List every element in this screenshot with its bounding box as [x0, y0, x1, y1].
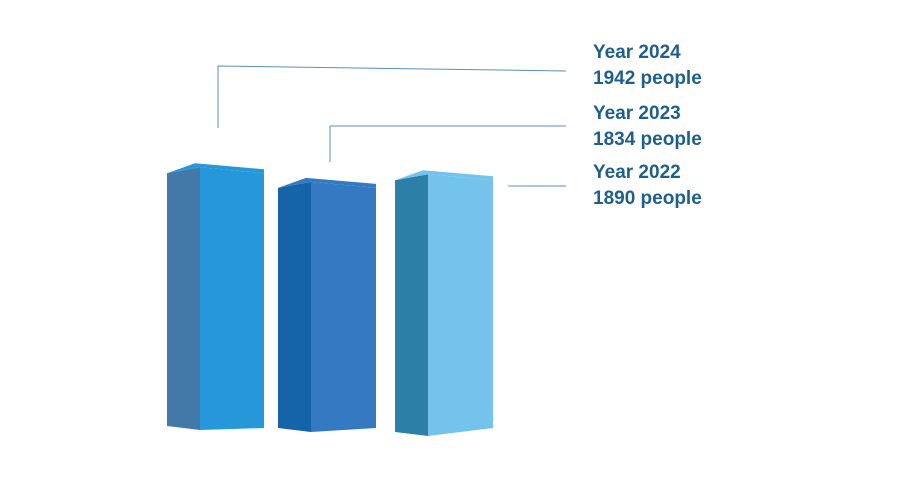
bar-year-2024	[167, 163, 264, 430]
value-label: 1942 people	[593, 68, 702, 89]
bar-year-2023	[278, 177, 376, 432]
bar-front-face	[200, 167, 264, 430]
value-label: 1834 people	[593, 129, 702, 150]
year-label: Year 2024	[593, 42, 681, 63]
year-label: Year 2022	[593, 162, 681, 183]
leader-line	[329, 125, 566, 162]
bar-top-face	[167, 163, 264, 174]
bar-side-face	[167, 167, 200, 430]
value-label: 1890 people	[593, 188, 702, 209]
bar-top-face	[278, 177, 376, 188]
bar-top-face	[395, 170, 493, 181]
bar-side-face	[395, 174, 428, 436]
year-label: Year 2023	[593, 103, 681, 124]
bar-front-face	[311, 181, 376, 432]
bar-front-face	[428, 174, 493, 436]
bar-year-2022	[395, 170, 493, 436]
bar-side-face	[278, 181, 311, 432]
leader-line	[217, 65, 567, 128]
